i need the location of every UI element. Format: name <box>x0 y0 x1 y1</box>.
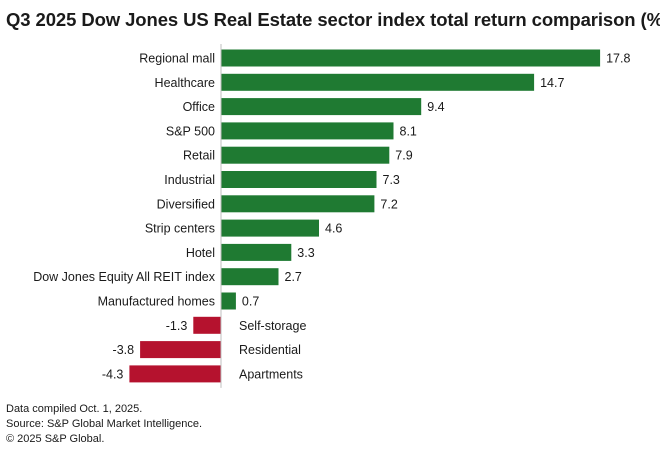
value-label-strip-centers: 4.6 <box>325 222 342 236</box>
category-label-strip-centers: Strip centers <box>145 222 215 236</box>
category-label-regional-mall: Regional mall <box>139 52 215 66</box>
value-label-hotel: 3.3 <box>297 246 314 260</box>
value-label-regional-mall: 17.8 <box>606 52 630 66</box>
value-label-residential: -3.8 <box>113 343 135 357</box>
footer-compiled-date: Data compiled Oct. 1, 2025. <box>6 403 143 415</box>
category-label-industrial: Industrial <box>164 173 215 187</box>
bar-strip-centers <box>221 219 319 237</box>
bar-chart: Regional mall 17.8 Healthcare 14.7 Office 9.4… <box>33 44 630 388</box>
category-label-residential: Residential <box>239 343 301 357</box>
category-label-retail: Retail <box>183 149 215 163</box>
value-label-retail: 7.9 <box>395 149 412 163</box>
value-label-diversified: 7.2 <box>380 197 397 211</box>
bar-diversified <box>221 195 375 213</box>
chart-footer: Data compiled Oct. 1, 2025. Source: S&P … <box>6 402 202 447</box>
value-label-apartments: -4.3 <box>102 367 124 381</box>
bar-self-storage <box>193 316 221 334</box>
value-label-industrial: 7.3 <box>383 173 400 187</box>
chart-title: Q3 2025 Dow Jones US Real Estate sector … <box>6 9 660 30</box>
category-label-self-storage: Self-storage <box>239 319 306 333</box>
bar-healthcare <box>221 73 535 91</box>
category-label-sandp-500: S&P 500 <box>166 124 215 138</box>
value-label-healthcare: 14.7 <box>540 76 564 90</box>
value-label-office: 9.4 <box>427 100 444 114</box>
bar-hotel <box>221 243 292 261</box>
bar-dow-jones-equity-all-reit-index <box>221 268 279 286</box>
bar-office <box>221 98 422 116</box>
bar-apartments <box>129 365 221 383</box>
bar-retail <box>221 146 390 164</box>
category-label-hotel: Hotel <box>186 246 215 260</box>
category-label-apartments: Apartments <box>239 367 303 381</box>
category-label-diversified: Diversified <box>157 197 215 211</box>
bar-sandp-500 <box>221 122 394 140</box>
value-label-sandp-500: 8.1 <box>400 124 417 138</box>
category-label-healthcare: Healthcare <box>155 76 215 90</box>
value-label-manufactured-homes: 0.7 <box>242 295 259 309</box>
category-label-manufactured-homes: Manufactured homes <box>98 295 215 309</box>
bar-regional-mall <box>221 49 601 67</box>
value-label-dow-jones-equity-all-reit-index: 2.7 <box>285 270 302 284</box>
bar-residential <box>140 341 221 359</box>
footer-source: Source: S&P Global Market Intelligence. <box>6 418 203 430</box>
bar-industrial <box>221 171 377 188</box>
bars-layer <box>129 49 601 383</box>
bar-manufactured-homes <box>221 292 236 310</box>
category-label-dow-jones-equity-all-reit-index: Dow Jones Equity All REIT index <box>33 270 216 284</box>
footer-copyright: © 2025 S&P Global. <box>6 433 105 445</box>
category-label-office: Office <box>183 100 215 114</box>
labels-layer: Regional mall 17.8 Healthcare 14.7 Office 9.4… <box>33 52 630 382</box>
value-label-self-storage: -1.3 <box>166 319 188 333</box>
